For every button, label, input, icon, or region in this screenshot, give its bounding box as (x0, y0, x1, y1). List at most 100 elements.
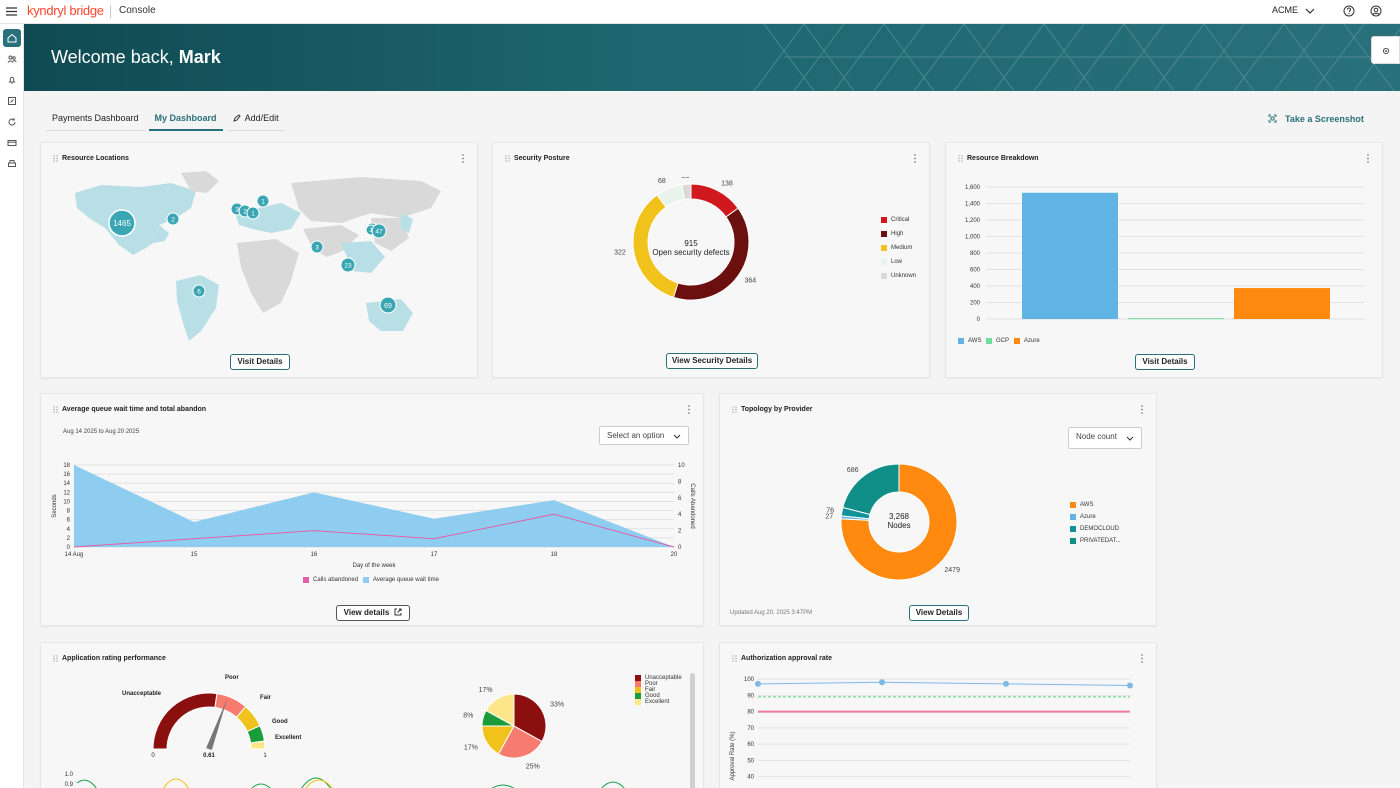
y2-axis-label: Calls Abandoned (689, 483, 695, 528)
edit-icon (8, 97, 16, 105)
sidebar-item-home[interactable] (3, 29, 21, 47)
sidebar-item-refresh[interactable] (3, 113, 21, 131)
y-tick-label: 1,200 (965, 218, 981, 224)
map-marker[interactable]: 69 (379, 296, 397, 314)
overflow-menu-icon[interactable] (1140, 405, 1144, 414)
take-screenshot-button[interactable]: Take a Screenshot (1268, 114, 1364, 124)
x-tick-label: 18 (551, 552, 558, 558)
approval-point (1127, 682, 1133, 689)
legend-swatch (881, 217, 887, 223)
sidebar-item-users[interactable] (3, 50, 21, 68)
map-marker[interactable]: 1 (246, 206, 260, 220)
home-icon (7, 33, 17, 43)
sidebar-item-alerts[interactable] (3, 71, 21, 89)
tab-add-edit-label: Add/Edit (244, 113, 279, 123)
sidebar-item-cards[interactable] (3, 134, 21, 152)
sidebar-item-edit[interactable] (3, 92, 21, 110)
legend-label: Poor (645, 681, 658, 687)
overflow-menu-icon[interactable] (1366, 154, 1370, 163)
drag-handle-icon[interactable] (732, 406, 737, 413)
rating-slice-label: 17% (479, 687, 493, 694)
settings-float-button[interactable] (1371, 36, 1400, 64)
x-tick-label: 14 Aug (65, 552, 84, 558)
rating-slice-0 (513, 693, 547, 743)
gauge-label-unacceptable: Unacceptable (122, 691, 162, 697)
node-count-select[interactable]: Node count (1068, 427, 1142, 449)
screenshot-icon (1268, 114, 1277, 123)
y-tick-label: 1,000 (965, 235, 981, 241)
rating-line-chart: 1.0 0.9 (65, 772, 625, 788)
tab-my-dashboard[interactable]: My Dashboard (148, 109, 223, 131)
security-legend-item: Medium (881, 245, 912, 251)
topology-legend-item: AWS (1070, 502, 1093, 508)
overflow-menu-icon[interactable] (687, 405, 691, 414)
card-title: Average queue wait time and total abando… (62, 406, 207, 413)
drag-handle-icon[interactable] (53, 406, 58, 413)
y2-tick-label: 6 (678, 496, 682, 502)
map-marker[interactable]: 1465 (108, 209, 136, 237)
drag-handle-icon[interactable] (732, 655, 737, 662)
security-legend-item: Unknown (881, 273, 916, 279)
rating-gauge: Unacceptable Poor Fair Good Excellent 0 … (122, 675, 301, 759)
map-marker[interactable]: 47 (371, 223, 387, 239)
legend-label: Good (645, 693, 660, 699)
topology-slice-label: 686 (847, 467, 859, 474)
overflow-menu-icon[interactable] (913, 154, 917, 163)
legend-label: Calls abandoned (313, 577, 359, 583)
sidebar-item-print[interactable] (3, 155, 21, 173)
view-details-button[interactable]: View details (336, 605, 410, 621)
card-icon (7, 140, 17, 146)
y2-tick-label: 2 (678, 529, 682, 535)
bell-icon (8, 76, 16, 84)
visit-details-button[interactable]: Visit Details (230, 354, 290, 370)
security-slice-label: 322 (614, 249, 626, 256)
map-marker[interactable]: 2 (166, 212, 180, 226)
user-profile-icon[interactable] (1370, 5, 1382, 17)
y-tick-label: 40 (747, 775, 754, 781)
y-tick-label: 2 (67, 536, 71, 542)
topology-slice-0 (840, 463, 958, 581)
approval-point (755, 680, 761, 687)
org-selector[interactable]: ACME (1272, 5, 1315, 15)
y-tick-label: 100 (744, 677, 755, 683)
y-tick-label: 10 (63, 499, 70, 505)
overflow-menu-icon[interactable] (461, 154, 465, 163)
gear-icon (1382, 47, 1390, 55)
visit-details-button[interactable]: Visit Details (1135, 354, 1195, 370)
hamburger-menu-icon[interactable] (6, 6, 17, 17)
help-icon[interactable] (1343, 5, 1355, 17)
legend-swatch (1070, 538, 1076, 544)
drag-handle-icon[interactable] (53, 655, 58, 662)
map-marker[interactable]: 3 (310, 240, 324, 254)
overflow-menu-icon[interactable] (1140, 654, 1144, 663)
tab-payments-dashboard[interactable]: Payments Dashboard (46, 109, 145, 131)
security-slice-1 (672, 207, 750, 301)
map-marker[interactable]: 1 (256, 194, 270, 208)
drag-handle-icon[interactable] (958, 155, 963, 162)
scrollbar[interactable] (690, 673, 695, 788)
view-details-button[interactable]: View Details (909, 605, 969, 621)
tab-add-edit[interactable]: Add/Edit (226, 109, 285, 131)
y-tick-label: 18 (63, 463, 70, 469)
left-sidebar (0, 24, 24, 788)
legend-label: High (891, 231, 904, 237)
card-title: Resource Locations (62, 155, 129, 162)
map-marker[interactable]: 23 (340, 257, 356, 273)
drag-handle-icon[interactable] (53, 155, 58, 162)
brand-logo[interactable]: kyndryl bridge (27, 3, 104, 18)
approval-series-0 (757, 681, 1131, 687)
svg-text:1: 1 (251, 211, 255, 218)
drag-handle-icon[interactable] (505, 155, 510, 162)
date-range: Aug 14 2025 to Aug 20 2025 (63, 429, 140, 435)
approval-point (879, 679, 885, 686)
option-select[interactable]: Select an option (599, 426, 689, 445)
topology-legend-item: Azure (1070, 514, 1096, 520)
rating-slice-label: 8% (463, 713, 473, 720)
rating-slice-label: 25% (526, 763, 540, 770)
rating-legend-item: Poor (635, 681, 658, 687)
view-security-details-button[interactable]: View Security Details (666, 353, 758, 369)
map-marker[interactable]: 6 (192, 284, 206, 298)
bar-legend-item: AWS (958, 338, 981, 344)
svg-text:2: 2 (243, 209, 247, 216)
area-legend-item: Calls abandoned (303, 577, 358, 583)
